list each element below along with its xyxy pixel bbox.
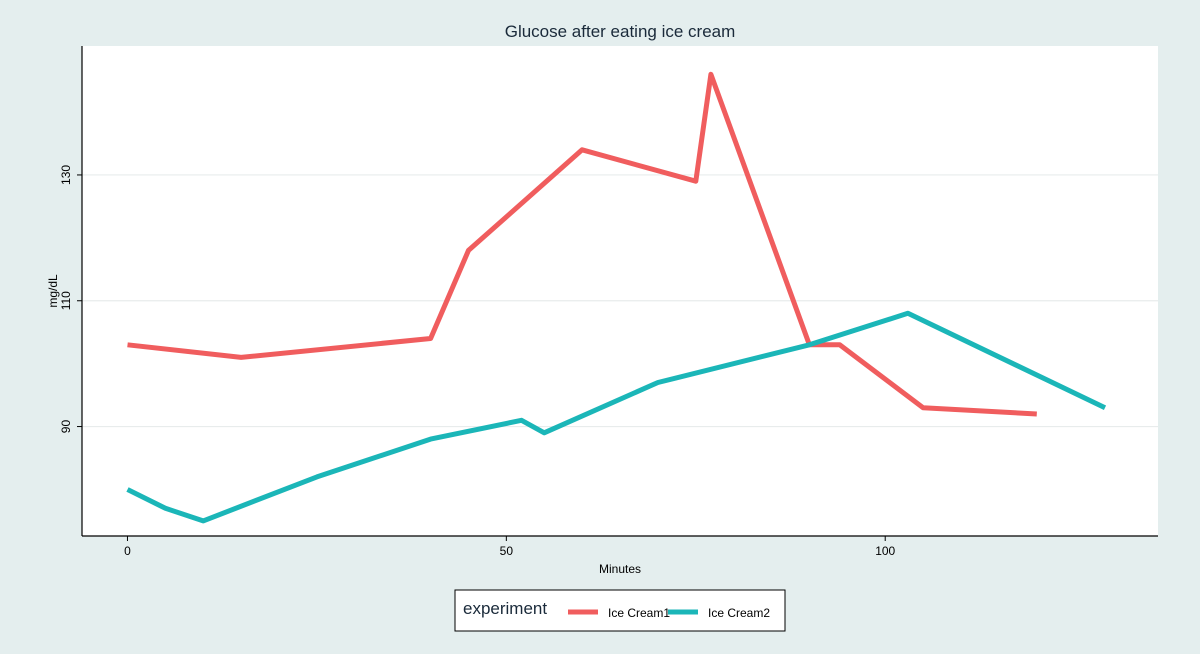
x-tick-label-0: 0 — [124, 544, 131, 558]
legend: experiment Ice Cream1 Ice Cream2 — [454, 589, 786, 632]
series-layer — [126, 71, 1107, 524]
x-tick-label-50: 50 — [500, 544, 514, 558]
legend-label-ice-cream1: Ice Cream1 — [608, 606, 670, 620]
x-tick-label-100: 100 — [875, 544, 895, 558]
y-axis-label: mg/dL — [46, 274, 60, 308]
legend-label-ice-cream2: Ice Cream2 — [708, 606, 770, 620]
plot-background — [82, 46, 1158, 536]
series-line-2 — [126, 310, 1107, 524]
grid — [82, 174, 1158, 428]
axes — [81, 46, 1158, 537]
chart-title: Glucose after eating ice cream — [505, 22, 736, 41]
x-axis-label: Minutes — [599, 562, 641, 576]
ticks: 90 110 130 0 50 100 — [59, 165, 896, 558]
legend-box — [454, 589, 786, 632]
y-tick-label-90: 90 — [59, 420, 73, 434]
y-tick-label-110: 110 — [59, 291, 73, 310]
series-line-1 — [127, 71, 1037, 417]
legend-title: experiment — [463, 599, 547, 618]
y-tick-label-130: 130 — [59, 165, 73, 185]
